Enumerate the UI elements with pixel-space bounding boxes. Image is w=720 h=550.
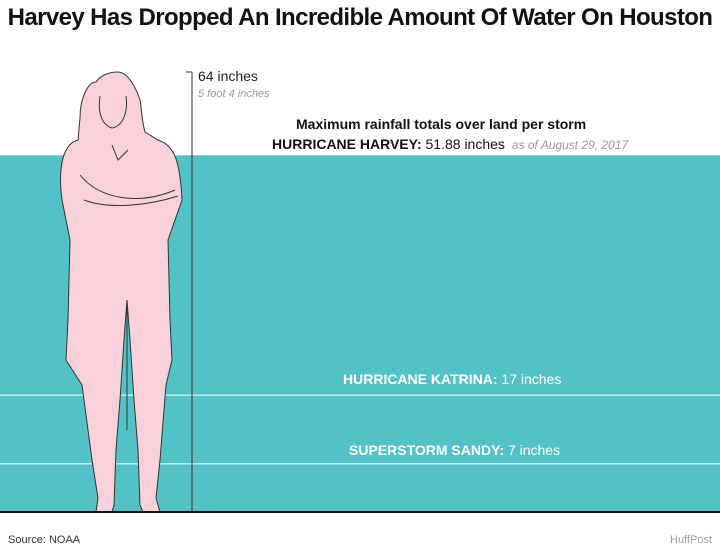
height-reference-label: 64 inches xyxy=(198,68,258,84)
harvey-note: as of August 29, 2017 xyxy=(511,138,629,153)
woman-figure-icon xyxy=(60,71,183,513)
harvey-name: HURRICANE HARVEY xyxy=(272,136,417,153)
katrina-label: HURRICANE KATRINA: 17 inches xyxy=(343,371,562,388)
publisher-credit: HuffPost xyxy=(670,534,712,546)
sandy-name: SUPERSTORM SANDY xyxy=(349,441,500,458)
sandy-label: SUPERSTORM SANDY: 7 inches xyxy=(349,441,561,458)
harvey-label: HURRICANE HARVEY: 51.88 inches as of Aug… xyxy=(272,136,629,153)
katrina-name: HURRICANE KATRINA xyxy=(343,371,493,388)
harvey-value: 51.88 inches xyxy=(425,136,505,153)
height-reference-note: 5 foot 4 inches xyxy=(198,88,270,100)
source-note: Source: NOAA xyxy=(8,534,81,546)
chart-title: Harvey Has Dropped An Incredible Amount … xyxy=(7,4,713,31)
katrina-value: 17 inches xyxy=(501,371,562,388)
sandy-value: 7 inches xyxy=(507,441,561,458)
chart-subtitle: Maximum rainfall totals over land per st… xyxy=(296,116,587,132)
